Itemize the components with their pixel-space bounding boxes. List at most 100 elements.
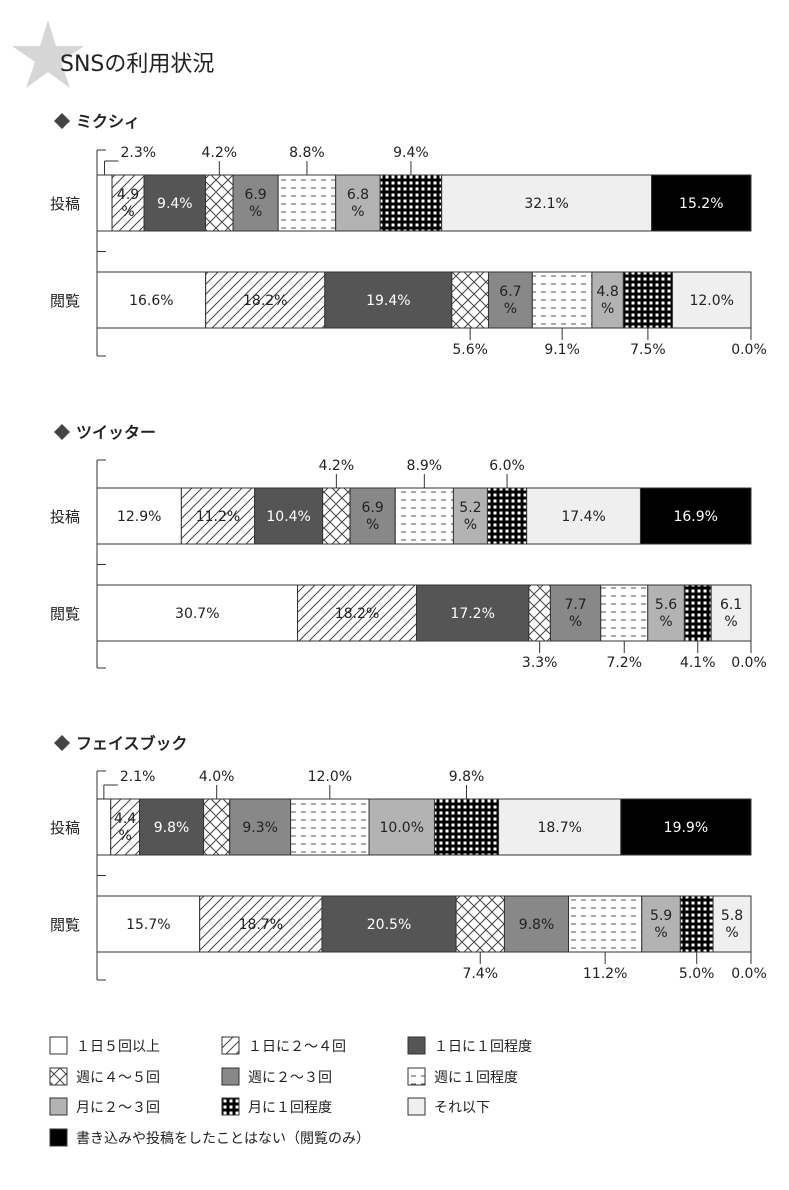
data-label: 5.9% <box>650 908 672 941</box>
bar-segment <box>647 584 685 642</box>
data-label: 4.4% <box>114 811 136 844</box>
data-label: 9.3% <box>242 820 278 836</box>
bar-segment <box>641 895 681 953</box>
data-label: 17.2% <box>450 606 494 622</box>
category-label: 投稿 <box>50 508 80 526</box>
bar-segment <box>415 584 530 642</box>
data-label: 9.8% <box>449 769 485 785</box>
data-label: 8.9% <box>407 458 443 474</box>
data-label: 18.7% <box>239 917 283 933</box>
data-label: 12.0% <box>308 769 352 785</box>
category-label: 閲覧 <box>50 292 80 310</box>
data-label: 12.0% <box>689 293 733 309</box>
data-label: 9.1% <box>544 342 580 358</box>
legend-item: １日に２〜４回 <box>221 1036 346 1055</box>
data-label: 7.5% <box>630 342 666 358</box>
legend-label: １日に１回程度 <box>434 1039 532 1055</box>
data-label: 19.9% <box>664 820 708 836</box>
data-label: 9.4% <box>157 196 193 212</box>
data-label: 6.8% <box>347 187 369 220</box>
bar-segment <box>349 487 396 545</box>
data-label: 4.0% <box>199 769 235 785</box>
bar-segment <box>203 798 231 856</box>
bar-segment <box>486 487 528 545</box>
legend-item: １日に１回程度 <box>407 1036 532 1055</box>
bar-segment <box>335 174 381 232</box>
chart-title: ミクシィ <box>76 112 140 131</box>
data-label: 16.6% <box>129 293 173 309</box>
legend-swatch <box>49 1097 68 1116</box>
data-label: 9.4% <box>393 145 429 161</box>
data-label: 4.9% <box>117 187 139 220</box>
bar-segment <box>549 584 602 642</box>
data-label: 5.8% <box>721 908 743 941</box>
data-label: 8.8% <box>289 145 325 161</box>
data-label: 6.7% <box>499 284 521 317</box>
bar-segment <box>322 487 351 545</box>
category-label: 閲覧 <box>50 916 80 934</box>
data-label: 17.4% <box>561 509 605 525</box>
legend-swatch <box>49 1036 68 1055</box>
bar-segment <box>297 584 417 642</box>
bar-segment <box>712 895 752 953</box>
bar-segment <box>324 271 453 329</box>
bar-segment <box>455 895 505 953</box>
data-label: 5.0% <box>679 966 715 982</box>
legend-item: １日５回以上 <box>49 1036 160 1055</box>
data-label: 5.6% <box>452 342 488 358</box>
data-label: 18.2% <box>243 293 287 309</box>
bar-segment <box>568 895 643 953</box>
legend-item: 書き込みや投稿をしたことはない（閲覧のみ） <box>49 1128 370 1147</box>
diamond-icon <box>54 424 70 440</box>
diamond-icon <box>54 113 70 129</box>
bar-segment <box>651 174 752 232</box>
bar-segment <box>498 798 622 856</box>
data-label: 4.1% <box>680 655 716 671</box>
data-label: 18.2% <box>335 606 379 622</box>
data-label: 20.5% <box>367 917 411 933</box>
legend-swatch <box>407 1036 426 1055</box>
data-label: 11.2% <box>583 966 627 982</box>
diamond-icon <box>54 735 70 751</box>
data-label: 12.9% <box>117 509 161 525</box>
data-label: 10.4% <box>266 509 310 525</box>
bar-segment <box>394 487 454 545</box>
data-label: 9.8% <box>154 820 190 836</box>
bar-segment <box>528 584 551 642</box>
bar-segment <box>679 895 714 953</box>
legend-label: それ以下 <box>434 1100 490 1116</box>
data-label: 6.1% <box>720 597 742 630</box>
legend-label: １日に２〜４回 <box>248 1039 346 1055</box>
data-label: 15.2% <box>679 196 723 212</box>
data-label: 6.0% <box>489 458 525 474</box>
category-label: 投稿 <box>50 195 80 213</box>
category-label: 閲覧 <box>50 605 80 623</box>
data-label: 30.7% <box>175 606 219 622</box>
data-label: 0.0% <box>731 655 767 671</box>
legend-swatch <box>49 1067 68 1086</box>
bar-segment <box>620 798 752 856</box>
bar-segment <box>622 271 673 329</box>
data-label: 7.4% <box>462 966 498 982</box>
bar-segment <box>277 174 337 232</box>
bar-segment <box>531 271 593 329</box>
data-label: 10.0% <box>380 820 424 836</box>
legend-item: 週に１回程度 <box>407 1067 518 1086</box>
data-label: 7.2% <box>606 655 642 671</box>
bar-segment <box>96 584 299 642</box>
bar-segment <box>180 487 256 545</box>
data-label: 15.7% <box>126 917 170 933</box>
legend-item: 週に４〜５回 <box>49 1067 160 1086</box>
legend-label: 週に４〜５回 <box>76 1070 160 1086</box>
bar-segment <box>111 174 145 232</box>
bar-segment <box>232 174 279 232</box>
bar-segment <box>433 798 500 856</box>
bar-segment <box>290 798 370 856</box>
data-label: 18.7% <box>537 820 581 836</box>
data-label: 2.1% <box>120 769 156 785</box>
